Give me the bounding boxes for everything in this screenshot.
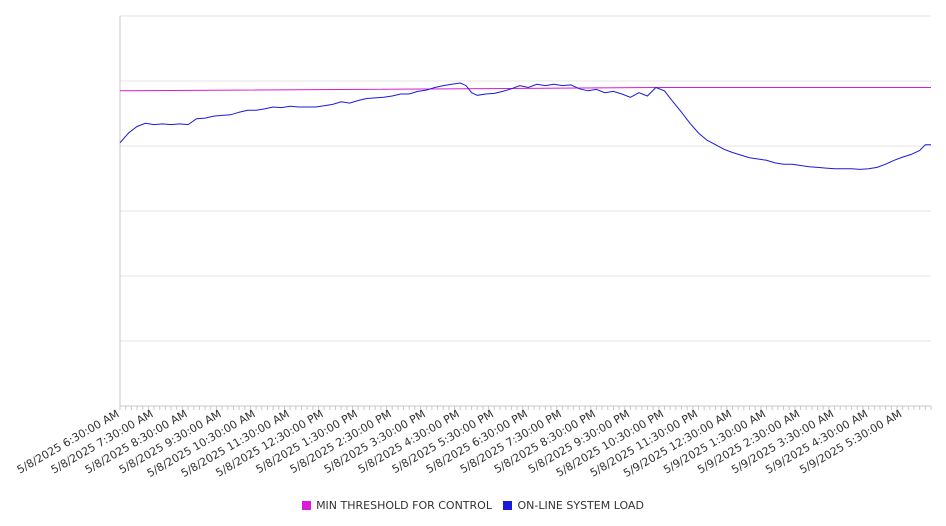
- legend-swatch-online-system-load: [503, 500, 513, 510]
- series-line-on-line-system-load: [119, 82, 931, 170]
- gridlines: [120, 15, 931, 407]
- legend-item-min-threshold[interactable]: MIN THRESHOLD FOR CONTROL: [302, 499, 492, 512]
- axes: [119, 16, 932, 410]
- x-axis-tick-labels: 5/8/2025 6:30:00 AM5/8/2025 7:30:00 AM5/…: [15, 407, 904, 480]
- series-lines: [119, 82, 931, 170]
- legend-label-min-threshold: MIN THRESHOLD FOR CONTROL: [316, 498, 492, 512]
- legend-item-online-system-load[interactable]: ON-LINE SYSTEM LOAD: [503, 498, 644, 512]
- series-line-min-threshold-for-control: [119, 87, 931, 92]
- legend-swatch-min-threshold: [302, 500, 312, 510]
- chart-legend: MIN THRESHOLD FOR CONTROL ON-LINE SYSTEM…: [0, 498, 946, 512]
- legend-label-online-system-load: ON-LINE SYSTEM LOAD: [517, 498, 644, 512]
